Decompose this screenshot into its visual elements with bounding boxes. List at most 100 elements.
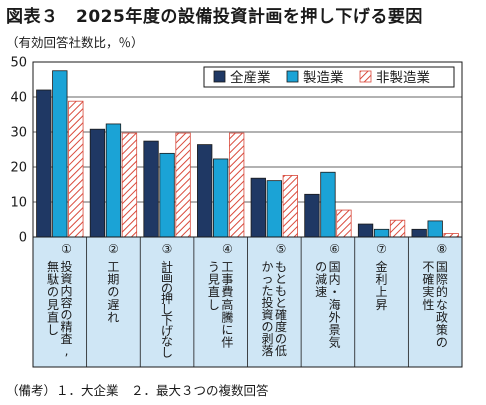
category-label-char: 騰 [221,309,233,324]
category-number: ⑧ [437,242,448,256]
category-label-char: っ [262,272,274,286]
category-number: ① [61,242,72,256]
category-label-char: 押 [161,292,173,306]
category-label-char: な [161,335,173,349]
category-label-char: の [161,281,173,295]
category-number: ⑥ [329,242,340,256]
category-label-char: 内 [61,284,73,298]
category-label-char: 遅 [107,298,119,312]
category-number: ③ [162,242,173,256]
bar [229,132,245,238]
bar [266,180,282,238]
category-label-char: 精 [61,320,73,334]
category-label-char: な [436,298,448,312]
bar [443,233,459,238]
category-label-char: 直 [47,310,59,324]
category-label-char: 不 [422,260,434,274]
category-label-char: 伴 [221,336,233,350]
bar [105,123,122,238]
category-label-char: 外 [329,310,341,324]
category-label-char: の [275,332,287,346]
chart-note: （備考）１．大企業 ２．最大３つの複数回答 [6,383,269,398]
category-number: ⑤ [276,242,287,256]
legend-label: 全産業 [230,69,271,86]
y-tick-label: 50 [10,56,27,71]
legend-label: 非製造業 [376,70,430,86]
category-label-char: 無 [47,259,59,274]
category-label-char: 策 [436,323,448,337]
legend-swatch [286,70,299,83]
bar [373,228,390,238]
category-label-char: 確 [275,307,287,322]
category-label-char: と [275,296,287,310]
category-label-char: ・ [329,285,341,299]
category-label-char: の [47,285,59,299]
category-label-char: 計 [161,259,173,274]
bar [213,158,229,238]
category-label-char: , [65,344,69,358]
category-label-char: 利 [376,273,388,287]
bar [411,228,427,238]
category-label-char: 減 [315,272,327,287]
category-label-char: の [262,320,274,334]
category-label-char: 工 [107,260,119,274]
category-label-char: 容 [61,295,73,310]
category-label-char: 確 [422,272,434,287]
category-label-char: 国 [329,260,341,274]
category-label-char: 金 [376,259,388,274]
category-label-char: 期 [107,273,119,287]
bar [427,220,443,238]
category-label-char: 気 [329,335,341,350]
category-label-char: の [61,308,73,322]
category-label-char: か [262,260,274,274]
category-label-char: 景 [329,323,341,337]
category-label-char: し [161,345,173,359]
category-label-char: う [208,260,220,274]
category-label-char: し [47,323,59,337]
category-label-char: 実 [422,284,434,299]
category-label-char: た [262,284,274,298]
category-label-char: 度 [275,319,287,334]
category-label-char: 下 [161,313,173,327]
bar [68,100,84,238]
category-label-char: 高 [221,297,233,312]
category-label-char: 見 [47,298,59,312]
bar [389,219,406,238]
category-label-char: 速 [315,285,327,299]
bar [175,132,191,238]
category-label-char: 剥 [262,332,274,346]
bar [336,209,352,238]
category-label-char: 落 [262,344,274,358]
y-tick-label: 20 [10,161,27,176]
chart-title: 図表３ 2025年度の設備投資計画を押し下げる要因 [6,7,423,27]
bar [36,89,52,238]
category-label-char: 的 [436,284,448,299]
legend-box [203,66,455,88]
bar [320,171,336,238]
category-label-char: 画 [161,271,173,285]
category-label-char: し [208,298,220,312]
bar [121,132,138,238]
category-label-char: 資 [61,272,73,286]
category-label-char: 工 [221,260,233,274]
bar [197,144,213,238]
category-label-char: 海 [329,297,341,312]
y-tick-label: 0 [19,231,27,246]
category-label-char: 低 [275,344,287,358]
category-label-char: 内 [329,273,341,287]
category-label-char: 駄 [47,272,59,287]
category-number: ④ [222,242,233,256]
legend-label: 製造業 [303,70,344,86]
category-number: ⑦ [376,242,387,256]
category-label-char: れ [107,310,119,324]
category-label-char: も [275,260,287,274]
bar [143,140,159,238]
category-label-char: 見 [208,273,220,287]
category-label-char: と [275,272,287,286]
category-label-char: 投 [262,295,274,310]
bar [159,152,175,238]
bar [52,70,68,238]
category-label-char: 資 [262,308,274,322]
category-label-char: 投 [61,259,73,274]
